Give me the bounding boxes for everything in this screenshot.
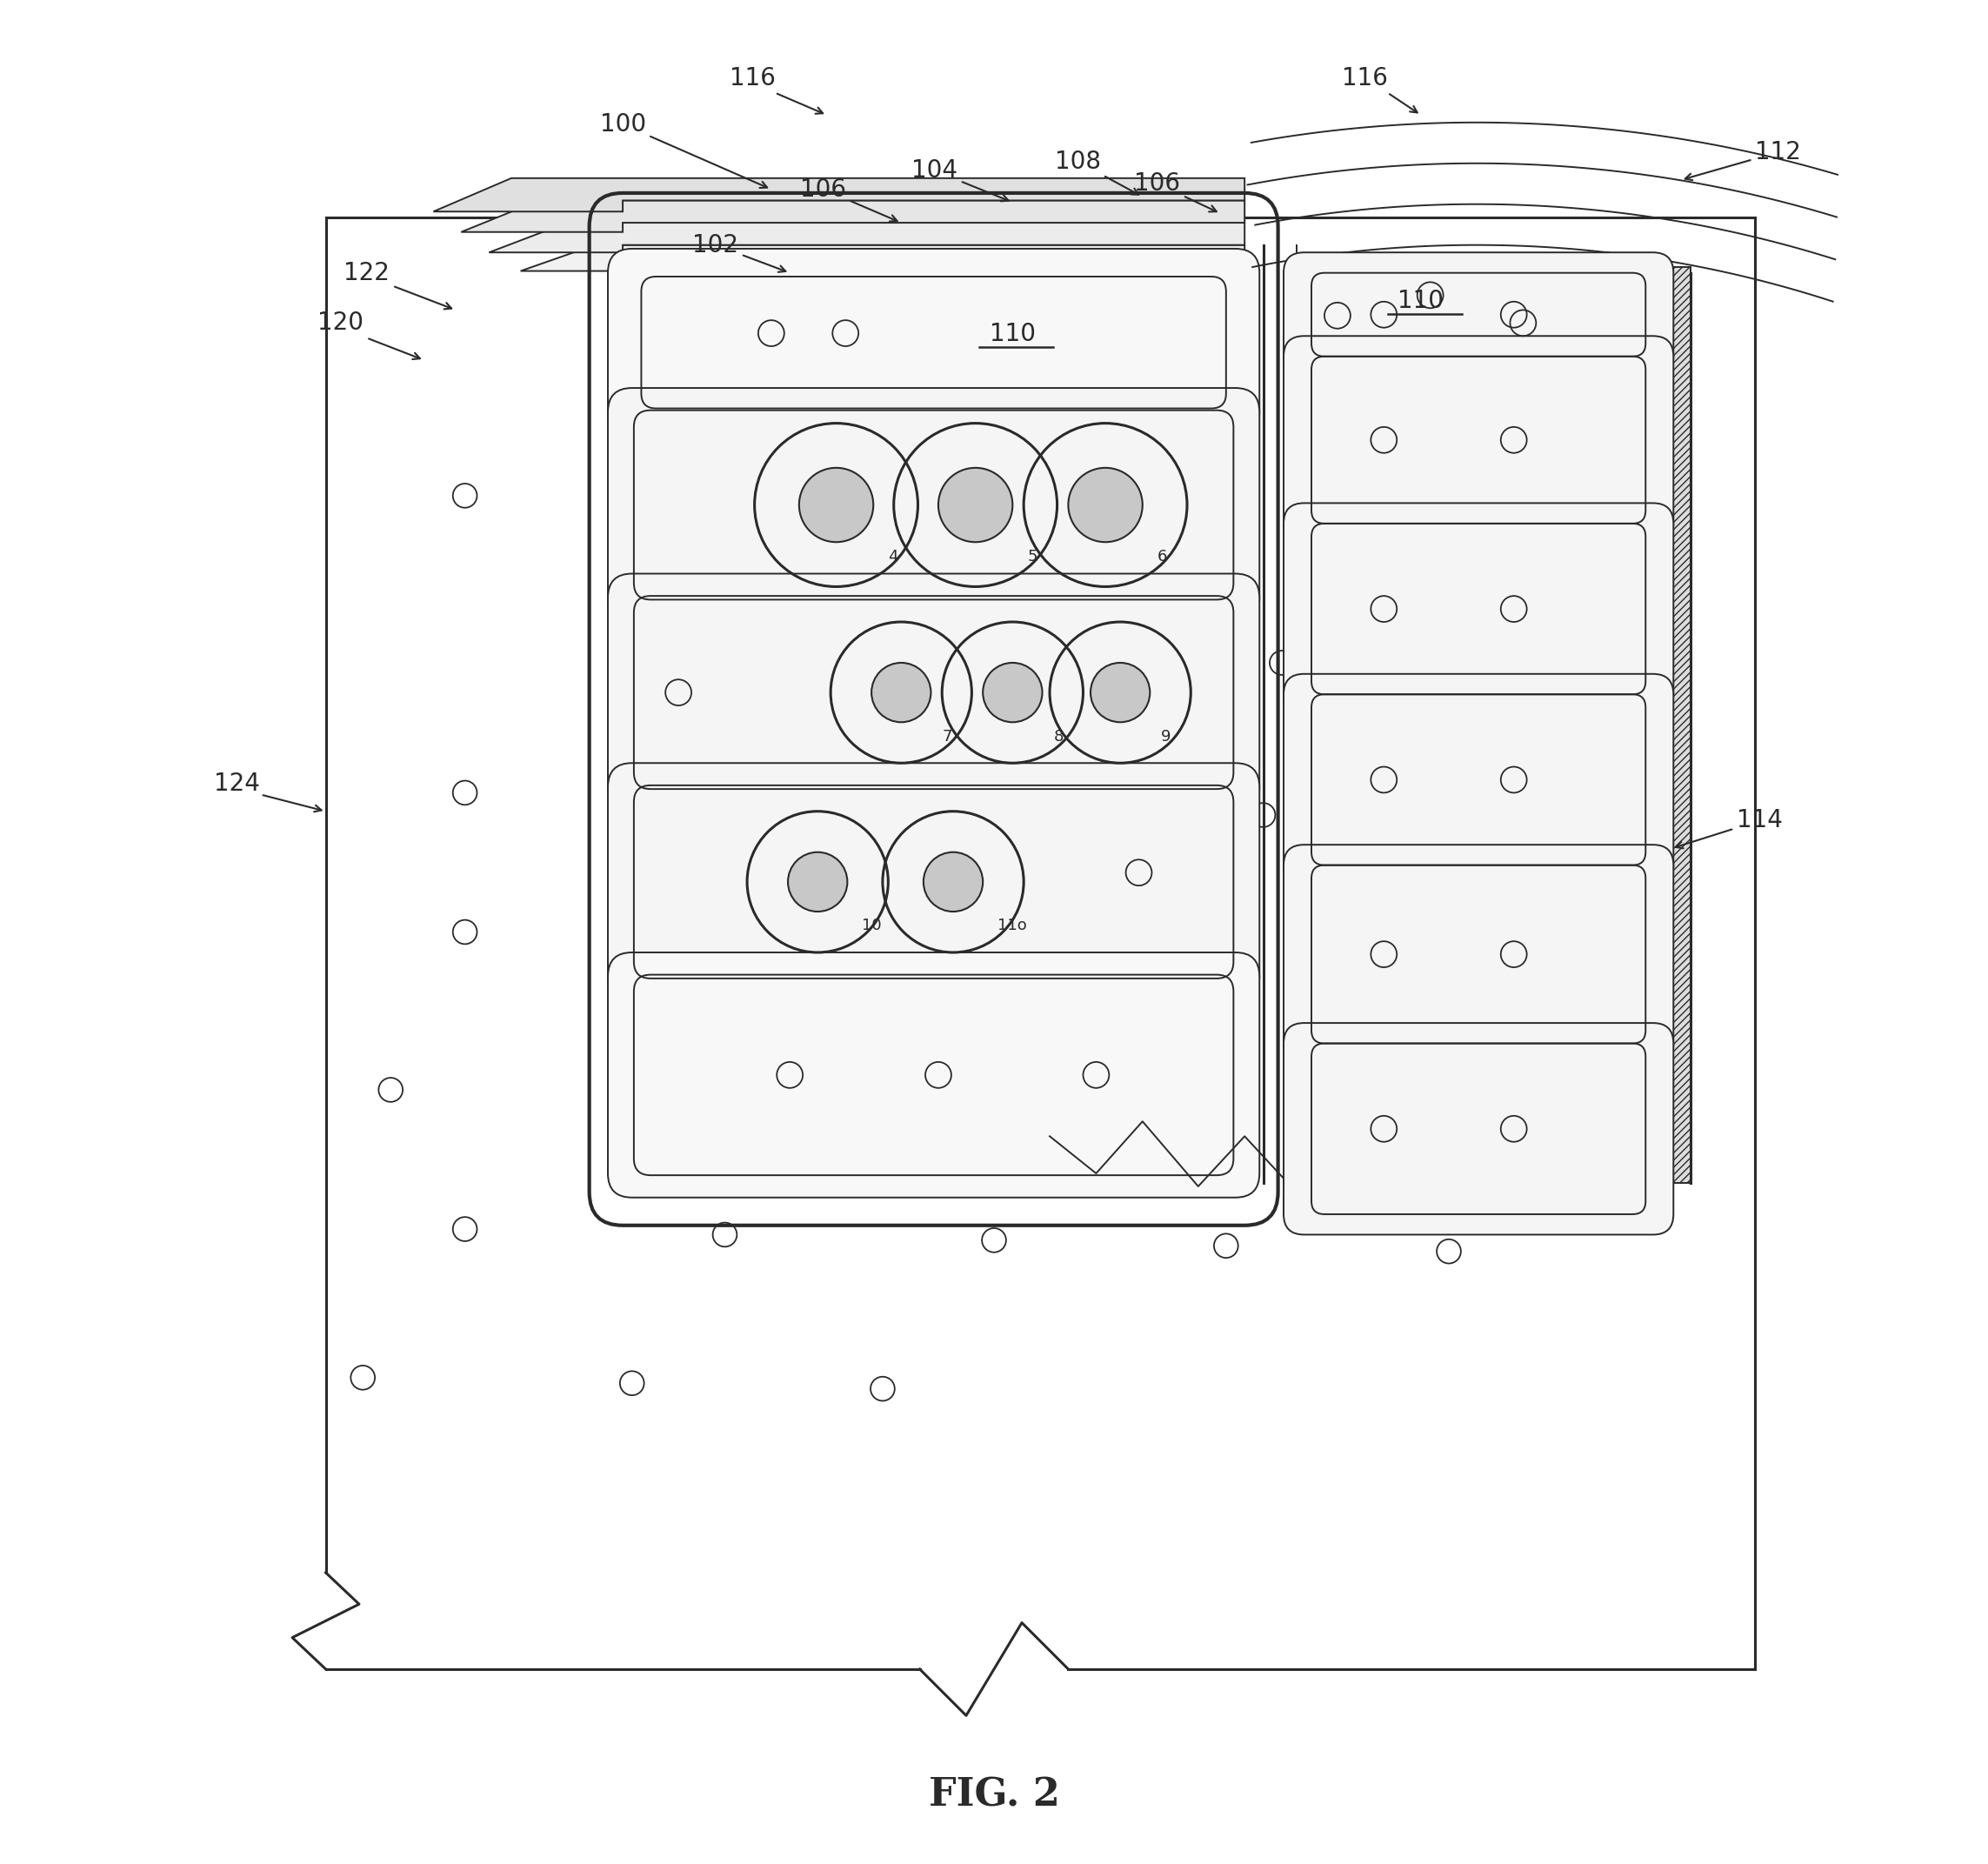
Polygon shape xyxy=(489,222,1244,252)
FancyBboxPatch shape xyxy=(1284,844,1674,1064)
Text: 114: 114 xyxy=(1676,809,1783,848)
FancyBboxPatch shape xyxy=(1284,503,1674,714)
Circle shape xyxy=(982,664,1042,721)
Text: 6: 6 xyxy=(1157,548,1167,565)
FancyBboxPatch shape xyxy=(608,248,1260,436)
Circle shape xyxy=(924,852,982,911)
Text: 116: 116 xyxy=(730,65,775,89)
Text: 120: 120 xyxy=(318,311,364,336)
Text: 104: 104 xyxy=(912,158,1008,201)
Circle shape xyxy=(799,468,873,542)
Polygon shape xyxy=(622,226,761,1172)
FancyBboxPatch shape xyxy=(608,953,1260,1197)
Text: 11o: 11o xyxy=(998,917,1028,934)
Text: 5: 5 xyxy=(1028,548,1038,565)
Text: 4: 4 xyxy=(889,548,899,565)
Text: 8: 8 xyxy=(1054,729,1064,744)
Circle shape xyxy=(871,664,930,721)
Polygon shape xyxy=(521,244,1244,272)
Text: 116: 116 xyxy=(1342,65,1388,89)
Text: 110: 110 xyxy=(990,322,1036,347)
Text: 10: 10 xyxy=(863,917,883,934)
Text: FIG. 2: FIG. 2 xyxy=(928,1776,1060,1814)
FancyBboxPatch shape xyxy=(1284,252,1674,377)
Text: 112: 112 xyxy=(1686,140,1801,181)
Circle shape xyxy=(1068,468,1143,542)
Circle shape xyxy=(1091,664,1149,721)
Circle shape xyxy=(938,468,1012,542)
Polygon shape xyxy=(1652,267,1690,1182)
Text: 108: 108 xyxy=(1054,149,1139,194)
FancyBboxPatch shape xyxy=(1284,675,1674,885)
Text: 122: 122 xyxy=(344,261,390,285)
FancyBboxPatch shape xyxy=(1284,336,1674,544)
Polygon shape xyxy=(461,201,1244,231)
Text: 102: 102 xyxy=(692,233,785,272)
Text: 124: 124 xyxy=(215,772,260,796)
Text: 106: 106 xyxy=(1135,171,1217,212)
FancyBboxPatch shape xyxy=(608,762,1260,1001)
Circle shape xyxy=(787,852,847,911)
FancyBboxPatch shape xyxy=(608,388,1260,623)
Text: 7: 7 xyxy=(942,729,952,744)
Text: 110: 110 xyxy=(1398,289,1443,313)
FancyBboxPatch shape xyxy=(608,574,1260,811)
Text: 9: 9 xyxy=(1161,729,1171,744)
Text: 100: 100 xyxy=(600,112,767,188)
Text: 106: 106 xyxy=(799,177,897,222)
Polygon shape xyxy=(433,179,1244,212)
FancyBboxPatch shape xyxy=(1284,1023,1674,1234)
